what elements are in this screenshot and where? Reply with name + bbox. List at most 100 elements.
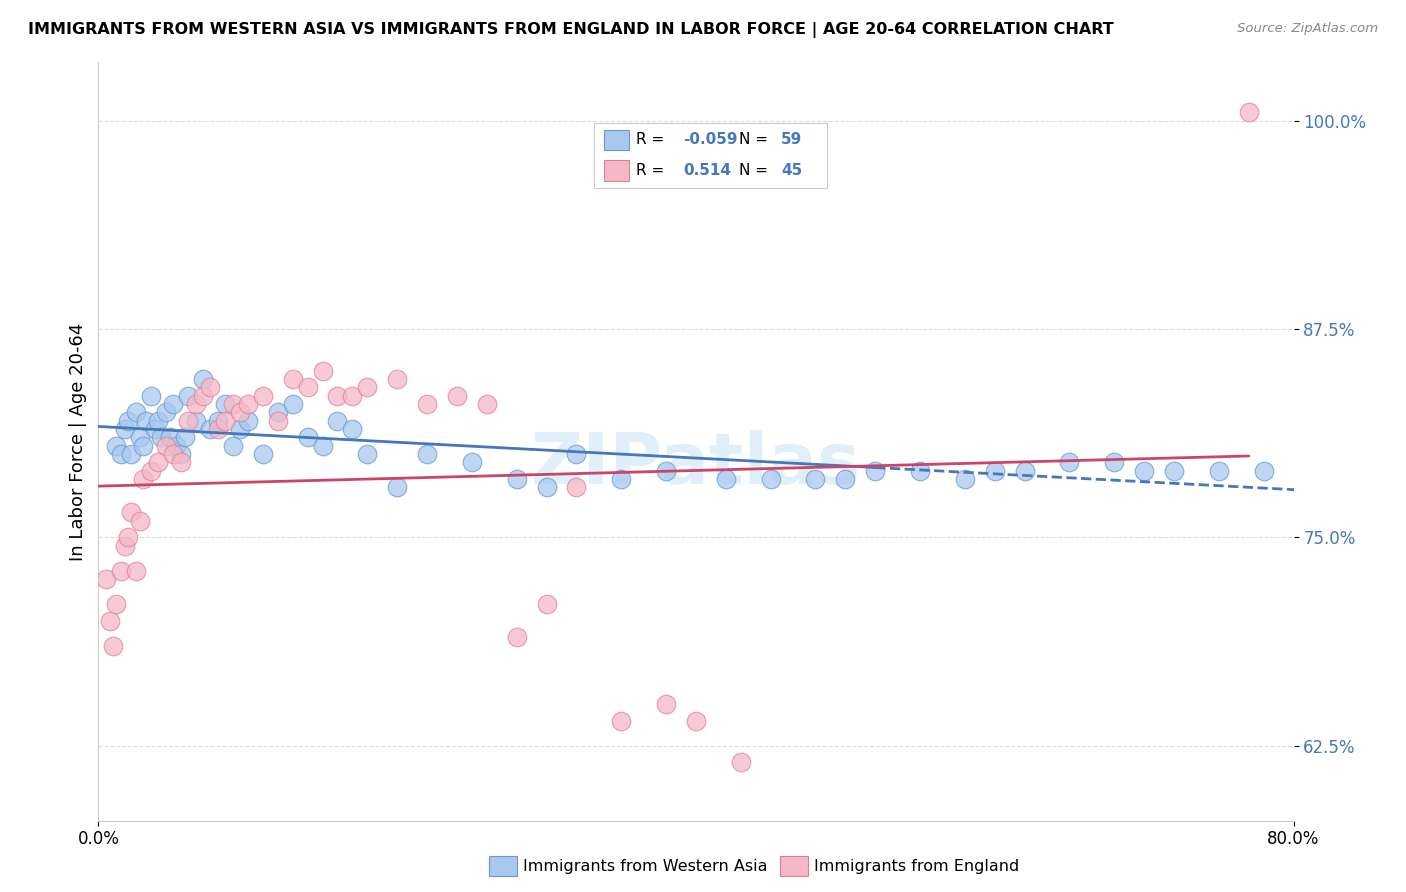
Point xyxy=(177,389,200,403)
Point xyxy=(311,439,333,453)
Point xyxy=(1014,464,1036,478)
Point xyxy=(110,447,132,461)
Point xyxy=(236,414,259,428)
Point xyxy=(139,464,162,478)
Point xyxy=(155,405,177,419)
Point xyxy=(129,514,152,528)
Point xyxy=(804,472,827,486)
Point xyxy=(200,422,222,436)
Point xyxy=(169,447,191,461)
Point xyxy=(155,439,177,453)
Point xyxy=(655,697,678,711)
Point xyxy=(356,447,378,461)
Point xyxy=(229,405,252,419)
Point xyxy=(267,414,290,428)
Point xyxy=(222,397,245,411)
Point xyxy=(506,472,529,486)
Point xyxy=(416,447,439,461)
Point xyxy=(105,597,128,611)
Point xyxy=(953,472,976,486)
Point xyxy=(461,455,484,469)
Point xyxy=(834,472,856,486)
Point xyxy=(326,389,349,403)
Point xyxy=(200,380,222,394)
Point xyxy=(730,756,752,770)
Point xyxy=(125,564,148,578)
Point xyxy=(281,372,304,386)
Point xyxy=(610,472,633,486)
Point xyxy=(162,447,184,461)
Point xyxy=(1237,105,1260,120)
Point xyxy=(117,530,139,544)
Text: IMMIGRANTS FROM WESTERN ASIA VS IMMIGRANTS FROM ENGLAND IN LABOR FORCE | AGE 20-: IMMIGRANTS FROM WESTERN ASIA VS IMMIGRAN… xyxy=(28,22,1114,38)
Point xyxy=(229,422,252,436)
Point xyxy=(159,430,181,444)
Point xyxy=(125,405,148,419)
Point xyxy=(865,464,887,478)
Point xyxy=(1104,455,1126,469)
Point xyxy=(110,564,132,578)
Point xyxy=(207,414,229,428)
Point xyxy=(169,455,191,469)
Point xyxy=(984,464,1007,478)
Point xyxy=(1163,464,1185,478)
Point xyxy=(759,472,782,486)
Point xyxy=(184,414,207,428)
Point xyxy=(207,422,229,436)
Point xyxy=(139,389,162,403)
Point xyxy=(191,372,214,386)
Point xyxy=(214,414,236,428)
Point xyxy=(342,389,364,403)
Point xyxy=(98,614,122,628)
Point xyxy=(908,464,931,478)
Text: ZIPatlas: ZIPatlas xyxy=(531,430,860,499)
Point xyxy=(165,439,187,453)
Point xyxy=(94,572,117,586)
Point xyxy=(1059,455,1081,469)
Point xyxy=(297,380,319,394)
Point xyxy=(120,447,142,461)
Point xyxy=(148,455,170,469)
Point xyxy=(311,364,333,378)
Point xyxy=(1133,464,1156,478)
Point xyxy=(475,397,498,411)
Point xyxy=(236,397,259,411)
Point xyxy=(281,397,304,411)
Point xyxy=(714,472,737,486)
Point xyxy=(267,405,290,419)
Point xyxy=(222,439,245,453)
Point xyxy=(191,389,214,403)
Point xyxy=(174,430,197,444)
Point xyxy=(132,472,155,486)
Point xyxy=(135,414,157,428)
Point xyxy=(184,397,207,411)
Point xyxy=(150,430,173,444)
Point xyxy=(252,447,274,461)
Point xyxy=(1253,464,1275,478)
Text: Source: ZipAtlas.com: Source: ZipAtlas.com xyxy=(1237,22,1378,36)
Point xyxy=(120,505,142,519)
Point xyxy=(214,397,236,411)
Point xyxy=(148,414,170,428)
Text: Immigrants from Western Asia: Immigrants from Western Asia xyxy=(523,859,768,873)
Point xyxy=(446,389,468,403)
Text: Immigrants from England: Immigrants from England xyxy=(814,859,1019,873)
Point xyxy=(103,639,125,653)
Point xyxy=(143,422,166,436)
Point xyxy=(385,372,409,386)
Point xyxy=(342,422,364,436)
Point xyxy=(1208,464,1230,478)
Point xyxy=(610,714,633,728)
Point xyxy=(565,447,588,461)
Point xyxy=(132,439,155,453)
Point xyxy=(506,631,529,645)
Point xyxy=(162,397,184,411)
Point xyxy=(565,480,588,494)
Point xyxy=(326,414,349,428)
Y-axis label: In Labor Force | Age 20-64: In Labor Force | Age 20-64 xyxy=(69,322,87,561)
Point xyxy=(177,414,200,428)
Point xyxy=(685,714,707,728)
Point xyxy=(114,422,136,436)
Point xyxy=(117,414,139,428)
Point xyxy=(297,430,319,444)
